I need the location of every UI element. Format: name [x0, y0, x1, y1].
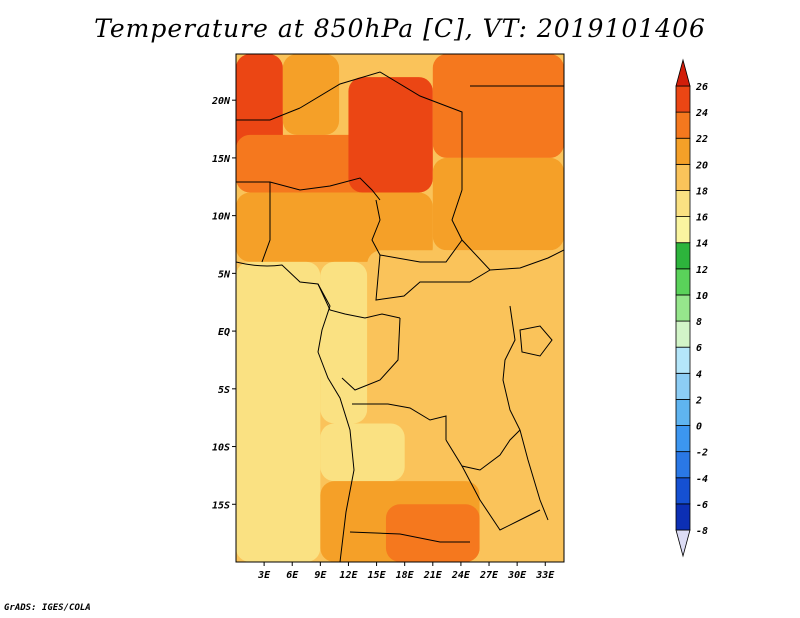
x-tick-label: 15E [368, 570, 387, 581]
colorbar-swatch [675, 163, 691, 191]
x-tick-label: 21E [423, 570, 443, 581]
border-east-lakes [502, 305, 549, 521]
border-chad-sudan [371, 189, 463, 263]
x-tick-label: 18E [396, 570, 415, 581]
colorbar-level-label: -6 [696, 500, 708, 511]
colorbar-level-label: 26 [695, 82, 708, 93]
y-tick-label: 10S [212, 443, 230, 454]
colorbar-swatch [675, 190, 691, 217]
colorbar-level-label: 14 [696, 239, 708, 250]
grads-credit: GrADS: IGES/COLA [4, 603, 91, 613]
border-niger-nigeria [261, 182, 271, 263]
temp-region-sudan-central [432, 157, 564, 251]
border-zambia-south [461, 465, 541, 531]
temp-region-gulf-guinea-coast [236, 261, 321, 562]
border-libya-chad [299, 71, 463, 190]
border-congo-drc [341, 317, 401, 391]
border-drc-angola [352, 403, 447, 440]
border-cameroon-gabon [317, 283, 401, 319]
temp-region-chad-north [348, 77, 433, 193]
colorbar-level-label: 8 [696, 317, 702, 328]
y-tick-label: 15N [212, 154, 231, 165]
country-borders [236, 71, 564, 562]
x-tick-label: 3E [257, 570, 271, 581]
x-tick-label: 30E [507, 570, 527, 581]
colorbar-under-arrow [675, 529, 691, 558]
colorbar-swatch [675, 425, 691, 453]
border-drc-zambia [445, 429, 521, 471]
colorbar-level-label: 20 [695, 160, 708, 171]
colorbar-level-label: 22 [695, 134, 708, 145]
colorbar-swatch [675, 111, 691, 139]
temp-region-sahara-north-west [282, 54, 340, 135]
temp-region-zambia-hotspot [385, 504, 480, 562]
x-tick-label: 12E [339, 570, 358, 581]
y-axis: 20N 15N 10N 5N EQ 5S 10S 15S [211, 96, 236, 511]
temp-region-east-north [432, 54, 564, 158]
x-axis: 3E 6E 9E 12E 15E 18E 21E 24E 27E 30E 33E [257, 562, 555, 581]
temp-region-east-south [479, 446, 564, 562]
lake-victoria-outline [519, 325, 553, 357]
temperature-field [236, 54, 564, 562]
colorbar-swatch [675, 372, 691, 400]
y-tick-label: EQ [218, 327, 230, 338]
colorbar-level-label: 18 [696, 186, 708, 197]
border-sudan-south [461, 239, 564, 271]
map-frame [235, 53, 565, 563]
x-tick-label: 33E [535, 570, 555, 581]
x-tick-label: 6E [286, 570, 299, 581]
temp-region-congo-west [320, 261, 368, 424]
colorbar-swatch [675, 399, 691, 426]
colorbar-swatch [675, 503, 691, 531]
border-angola-namibia [349, 531, 470, 543]
x-tick-label: 24E [451, 570, 471, 581]
colorbar-level-label: 0 [696, 422, 702, 433]
colorbar-swatch [675, 268, 691, 296]
colorbar-swatch [675, 85, 691, 113]
colorbar-level-label: 16 [696, 213, 708, 224]
y-tick-label: 20N [211, 96, 231, 107]
colorbar-level-label: 24 [695, 108, 708, 119]
y-tick-label: 10N [212, 212, 231, 223]
colorbar-swatch [675, 320, 691, 348]
colorbar-swatch [675, 137, 691, 165]
colorbar-level-label: -4 [696, 474, 708, 485]
colorbar-swatch [675, 346, 691, 374]
colorbar-level-label: 6 [696, 343, 702, 354]
colorbar-swatch [675, 242, 691, 270]
colorbar-level-label: 4 [696, 369, 702, 380]
colorbar-swatch [675, 216, 691, 244]
y-tick-label: 5S [218, 385, 230, 396]
x-tick-label: 27E [479, 570, 499, 581]
colorbar-swatch [675, 451, 691, 479]
colorbar-level-label: -8 [696, 526, 708, 537]
colorbar-swatch [675, 294, 691, 322]
border-car-drc [375, 254, 491, 301]
colorbar-level-label: 10 [696, 291, 708, 302]
y-tick-label: 5N [218, 269, 231, 280]
y-tick-label: 15S [212, 500, 230, 511]
colorbar-level-label: 12 [696, 265, 708, 276]
border-mauritania-mali [236, 107, 301, 121]
temp-region-west-savanna [236, 192, 433, 262]
temp-region-congo-basin [367, 250, 564, 447]
colorbar-level-label: 2 [695, 395, 702, 406]
chart-title: Temperature at 850hPa [C], VT: 201910140… [94, 14, 706, 43]
coastline-west-africa [236, 261, 355, 562]
temp-region-angola-west [320, 423, 405, 482]
colorbar-level-label: -2 [696, 448, 708, 459]
x-tick-label: 9E [314, 570, 327, 581]
colorbar-over-arrow [675, 58, 691, 87]
colorbar-swatch [675, 477, 691, 505]
